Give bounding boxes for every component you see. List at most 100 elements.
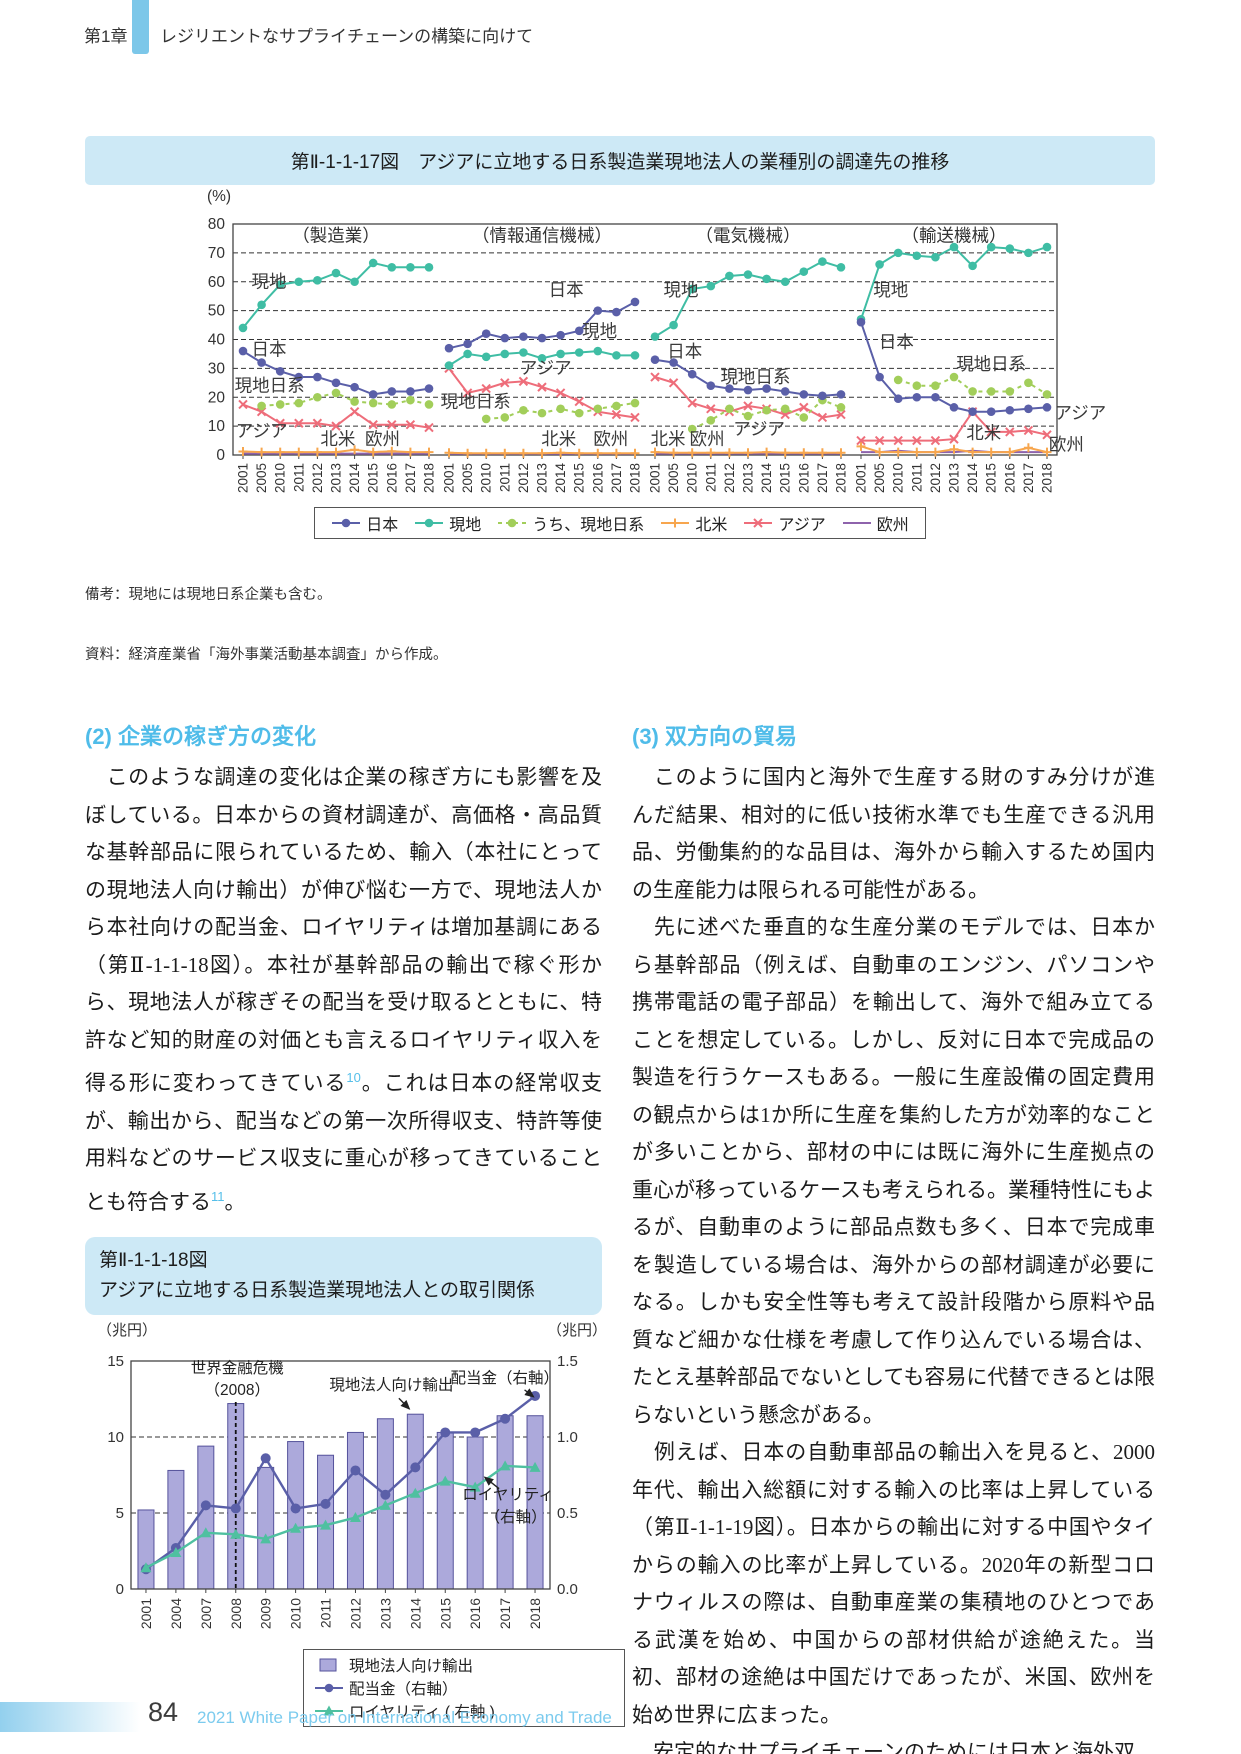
svg-text:80: 80 — [208, 216, 226, 233]
svg-text:2015: 2015 — [984, 463, 999, 493]
bar — [287, 1441, 305, 1590]
figure17-title: 第Ⅱ-1-1-17図 アジアに立地する日系製造業現地法人の業種別の調達先の推移 — [85, 136, 1155, 185]
figure18-title-line1: 第Ⅱ-1-1-18図 — [99, 1250, 208, 1271]
chart-annotation: 配当金（右軸） — [450, 1369, 559, 1387]
svg-text:2013: 2013 — [947, 463, 962, 493]
legend-item: 欧州 — [842, 511, 909, 535]
svg-text:2010: 2010 — [685, 463, 700, 493]
chapter-title: レジリエントなサプライチェーンの構築に向けて — [160, 27, 534, 46]
svg-text:（輸送機械）: （輸送機械） — [902, 225, 1007, 245]
svg-text:1.5: 1.5 — [557, 1353, 578, 1370]
chart-label: アジア — [1054, 403, 1106, 423]
section2-text-b: 。これは日本の経常収支が、輸出から、配当などの第一次所得収支、特許等使用料などの… — [85, 1071, 602, 1214]
svg-text:5: 5 — [116, 1505, 124, 1522]
bar — [257, 1466, 275, 1590]
legend-label: 現地 — [449, 517, 482, 534]
legend-label: 現地法人向け輸出 — [349, 1658, 474, 1675]
chart-label: 北米 — [966, 423, 1001, 443]
svg-text:2017: 2017 — [609, 463, 624, 493]
figure18-title: 第Ⅱ-1-1-18図 アジアに立地する日系製造業現地法人との取引関係 — [85, 1237, 602, 1315]
svg-text:2016: 2016 — [590, 463, 605, 493]
svg-text:2016: 2016 — [384, 463, 399, 493]
svg-text:2015: 2015 — [572, 463, 587, 493]
chapter-accent-bar — [132, 0, 149, 54]
legend-marker-icon — [498, 518, 527, 528]
legend-item: 配当金（右軸） — [314, 1677, 458, 1699]
legend-marker-icon — [315, 1705, 343, 1716]
figure17-legend: 日本 現地 うち、現地日系 北米 アジア 欧州 — [314, 507, 926, 539]
svg-text:2013: 2013 — [329, 463, 344, 493]
svg-text:2017: 2017 — [497, 1598, 513, 1629]
section3-paragraph-3: 例えば、日本の自動車部品の輸出入を見ると、2000年代、輸出入総額に対する輸入の… — [632, 1440, 1155, 1727]
svg-text:30: 30 — [208, 360, 226, 377]
svg-text:1.0: 1.0 — [557, 1429, 578, 1446]
chart-label: 欧州 — [593, 429, 628, 449]
section2-text-a: このような調達の変化は企業の稼ぎ方にも影響を及ぼしている。日本からの資材調達が、… — [85, 765, 602, 1095]
svg-text:2008: 2008 — [228, 1598, 244, 1629]
figure18-legend: 現地法人向け輸出配当金（右軸） ロイヤリティ ( 右軸 ) — [303, 1649, 625, 1727]
svg-text:2016: 2016 — [1002, 463, 1017, 493]
svg-text:2011: 2011 — [497, 463, 512, 492]
annotation-arrow — [398, 1397, 411, 1410]
section3-paragraph-2: 先に述べた垂直的な生産分業のモデルでは、日本から基幹部品（例えば、自動車のエンジ… — [632, 915, 1155, 1427]
svg-text:2013: 2013 — [535, 463, 550, 493]
svg-text:（兆円）: （兆円） — [97, 1322, 157, 1339]
chart-label: 現地日系 — [720, 367, 790, 387]
legend-marker-icon — [661, 518, 690, 528]
svg-text:2010: 2010 — [288, 1598, 304, 1629]
chart-label: 現地日系 — [441, 391, 511, 411]
legend-marker-icon — [332, 518, 361, 528]
bar — [167, 1469, 185, 1590]
chart-label: 現地 — [664, 280, 699, 300]
svg-text:70: 70 — [208, 245, 226, 262]
section3-paragraph-1: このように国内と海外で生産する財のすみ分けが進んだ結果、相対的に低い技術水準でも… — [632, 765, 1155, 902]
chart-label: 北米 — [651, 429, 686, 449]
svg-text:2017: 2017 — [1021, 463, 1036, 493]
annotation-arrow — [483, 1476, 500, 1490]
svg-text:2005: 2005 — [666, 463, 681, 493]
legend-item: アジア — [743, 511, 826, 535]
svg-text:2001: 2001 — [854, 463, 869, 493]
svg-text:2011: 2011 — [291, 463, 306, 492]
svg-text:20: 20 — [208, 389, 226, 406]
legend-item: 現地法人向け輸出 — [314, 1654, 614, 1676]
legend-marker-icon — [744, 518, 773, 528]
footer-title: 2021 White Paper on International Econom… — [197, 1708, 612, 1727]
svg-text:2012: 2012 — [310, 463, 325, 493]
svg-text:（製造業）: （製造業） — [292, 225, 380, 245]
svg-text:2005: 2005 — [872, 463, 887, 493]
series-現地日系 — [486, 402, 636, 420]
svg-text:10: 10 — [107, 1429, 124, 1446]
chart-label: 現地 — [873, 280, 908, 300]
svg-text:2016: 2016 — [467, 1598, 483, 1629]
chart-label: 欧州 — [365, 429, 400, 449]
svg-text:2014: 2014 — [965, 463, 980, 494]
series-現地日系 — [261, 391, 430, 407]
svg-text:2014: 2014 — [759, 463, 774, 494]
svg-text:2018: 2018 — [527, 1598, 543, 1629]
footer-accent-bar — [0, 1702, 140, 1732]
svg-text:2005: 2005 — [460, 463, 475, 493]
svg-text:10: 10 — [208, 418, 226, 435]
svg-text:60: 60 — [208, 274, 226, 291]
svg-text:2007: 2007 — [198, 1598, 214, 1629]
svg-text:0.0: 0.0 — [557, 1581, 578, 1598]
svg-text:(%): (%) — [207, 188, 231, 205]
svg-text:2010: 2010 — [479, 463, 494, 493]
figure18-bar-chart: 0 5 10 15 0.0 0.5 1.0 1.5 （兆円） （兆円） 2001 2004 2007 20… — [97, 1322, 607, 1629]
chapter-label: 第1章 — [84, 27, 128, 46]
svg-text:2004: 2004 — [168, 1598, 184, 1629]
svg-text:2013: 2013 — [377, 1598, 393, 1629]
chart-label: 北米 — [541, 429, 576, 449]
series-ロイヤリティ（右軸） — [145, 1464, 536, 1569]
legend-item: ロイヤリティ ( 右軸 ) — [314, 1700, 495, 1722]
legend-label: ロイヤリティ ( 右軸 ) — [349, 1704, 495, 1721]
section2-text-c: 。 — [224, 1189, 246, 1214]
svg-text:2012: 2012 — [928, 463, 943, 493]
svg-text:2013: 2013 — [741, 463, 756, 493]
svg-text:0: 0 — [116, 1581, 124, 1598]
bar — [436, 1431, 454, 1590]
chart-label: 日本 — [879, 332, 914, 352]
svg-text:2010: 2010 — [891, 463, 906, 493]
